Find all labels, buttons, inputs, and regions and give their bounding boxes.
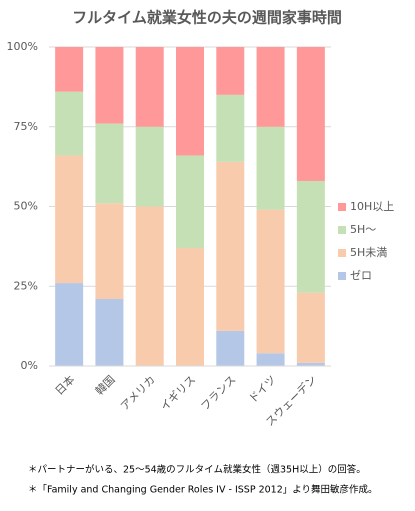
bar-segment xyxy=(216,94,245,162)
legend-label: ゼロ xyxy=(350,269,372,282)
legend-swatch xyxy=(338,249,346,257)
bar-segment xyxy=(296,362,325,366)
bar-segment xyxy=(55,155,84,284)
bar-segment xyxy=(95,299,124,366)
legend-label: 5H〜 xyxy=(350,223,376,236)
bar-segment xyxy=(55,91,84,156)
bar-segment xyxy=(176,47,204,156)
chart-title: フルタイム就業女性の夫の週間家事時間 xyxy=(72,9,342,27)
bar-segment xyxy=(176,247,204,366)
legend-swatch xyxy=(338,272,346,280)
y-tick-label: 25% xyxy=(14,279,38,292)
bar-segment xyxy=(135,206,164,366)
legend-label: 10H以上 xyxy=(350,200,394,213)
note: ＊パートナーがいる、25〜54歳のフルタイム就業女性（週35H以上）の回答。 xyxy=(28,464,366,476)
legend-swatch xyxy=(338,203,346,211)
bar-segment xyxy=(296,292,325,363)
y-tick-label: 100% xyxy=(7,40,38,53)
y-tick-label: 0% xyxy=(21,359,38,372)
legend-swatch xyxy=(338,226,346,234)
legend-label: 5H未満 xyxy=(350,246,387,259)
bar-segment xyxy=(296,180,325,293)
bar-segment xyxy=(216,330,245,366)
bar-segment xyxy=(176,155,204,248)
bar-segment xyxy=(296,47,325,181)
bar-segment xyxy=(135,47,164,127)
bar-segment xyxy=(256,47,285,127)
bar-segment xyxy=(95,47,124,124)
y-tick-label: 75% xyxy=(14,120,38,133)
bar-segment xyxy=(95,123,124,204)
bar-segment xyxy=(256,126,285,210)
bar-segment xyxy=(256,353,285,366)
bar-segment xyxy=(216,47,245,95)
bar-segment xyxy=(55,47,84,92)
note: ＊「Family and Changing Gender Roles IV - … xyxy=(28,484,378,496)
bar-segment xyxy=(216,161,245,331)
bar-segment xyxy=(95,203,124,300)
bar-segment xyxy=(256,209,285,354)
y-tick-label: 50% xyxy=(14,200,38,213)
bar-segment xyxy=(55,283,84,366)
bar-segment xyxy=(135,126,164,207)
